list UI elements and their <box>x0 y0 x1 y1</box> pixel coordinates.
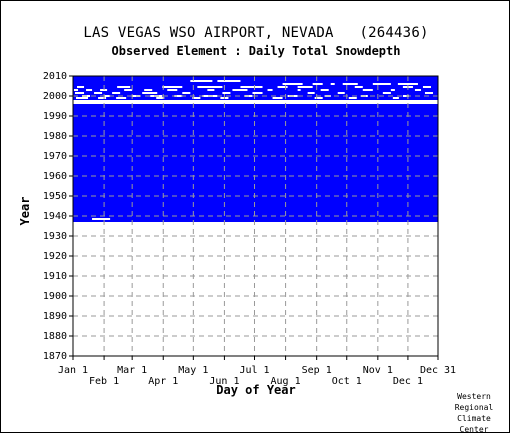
x-tick-label: Dec 1 <box>393 376 423 387</box>
credit-line: Center <box>459 425 489 434</box>
missing-data-segment <box>75 92 85 94</box>
x-tick-label: Oct 1 <box>332 376 362 387</box>
missing-data-segment <box>382 92 391 94</box>
missing-data-segment <box>372 83 391 85</box>
y-tick-label: 2000 <box>43 91 67 102</box>
credit-line: Regional <box>454 403 494 412</box>
x-tick-label: Sep 1 <box>302 365 332 376</box>
y-tick-label: 1880 <box>43 331 67 342</box>
missing-data-segment <box>142 92 158 94</box>
missing-data-segment <box>277 86 288 88</box>
missing-data-segment <box>124 89 133 91</box>
y-tick-label: 1890 <box>43 311 67 322</box>
y-tick-label: 1960 <box>43 171 67 182</box>
missing-data-segment <box>217 80 241 82</box>
missing-data-segment <box>76 97 89 99</box>
missing-data-segment <box>320 89 329 91</box>
x-tick-label: Aug 1 <box>271 376 301 387</box>
y-tick-label: 1900 <box>43 291 67 302</box>
missing-data-segment <box>182 92 191 94</box>
missing-data-segment <box>252 92 263 94</box>
y-tick-label: 1980 <box>43 131 67 142</box>
missing-data-segment <box>144 89 153 91</box>
missing-data-gap <box>92 218 111 220</box>
missing-data-segment <box>100 89 108 91</box>
missing-data-segment <box>190 80 213 82</box>
missing-data-segment <box>74 89 79 91</box>
missing-data-segment <box>422 86 431 88</box>
missing-data-segment <box>267 89 273 91</box>
chart-subtitle: Observed Element : Daily Total Snowdepth <box>111 44 401 58</box>
y-axis-label: Year <box>18 196 32 226</box>
missing-data-segment <box>112 92 121 94</box>
missing-data-segment <box>297 86 313 88</box>
missing-data-segment <box>424 92 433 94</box>
missing-data-segment <box>354 86 363 88</box>
y-tick-label: 1990 <box>43 111 67 122</box>
missing-data-segment <box>342 83 358 85</box>
missing-data-segment <box>297 89 301 91</box>
missing-data-segment <box>86 89 93 91</box>
missing-data-segment <box>192 97 201 99</box>
missing-data-segment <box>167 89 178 91</box>
missing-data-segment <box>362 89 373 91</box>
credit-block: Western Regional Climate Center <box>447 391 501 435</box>
missing-data-segment <box>312 83 323 85</box>
missing-data-segment <box>77 86 85 88</box>
credit-line: Western <box>457 392 491 401</box>
missing-data-segment <box>94 92 103 94</box>
y-tick-label: 1870 <box>43 351 67 362</box>
missing-data-segment <box>330 83 335 85</box>
missing-data-segment <box>156 97 165 99</box>
y-tick-label: 1940 <box>43 211 67 222</box>
x-tick-label: Jan 1 <box>58 365 88 376</box>
missing-data-segment <box>162 86 183 88</box>
y-tick-label: 1910 <box>43 271 67 282</box>
missing-data-segment <box>397 83 418 85</box>
x-tick-label: Jul 1 <box>239 365 269 376</box>
missing-data-gap <box>73 100 438 104</box>
y-tick-label: 1970 <box>43 151 67 162</box>
x-tick-label: Dec 31 <box>420 365 456 376</box>
missing-data-segment <box>402 95 409 97</box>
y-tick-label: 1920 <box>43 251 67 262</box>
missing-data-segment <box>240 86 263 88</box>
x-tick-label: Jun 1 <box>209 376 239 387</box>
missing-data-segment <box>232 89 248 91</box>
missing-data-segment <box>337 92 345 94</box>
missing-data-segment <box>314 97 323 99</box>
missing-data-segment <box>272 97 283 99</box>
missing-data-segment <box>207 89 215 91</box>
missing-data-segment <box>307 92 315 94</box>
missing-data-segment <box>174 95 183 97</box>
missing-data-segment <box>98 97 107 99</box>
y-tick-label: 1950 <box>43 191 67 202</box>
x-tick-label: Nov 1 <box>363 365 393 376</box>
missing-data-segment <box>414 89 421 91</box>
missing-data-segment <box>104 95 111 97</box>
chart-title: LAS VEGAS WSO AIRPORT, NEVADA (264436) <box>83 25 429 41</box>
x-tick-label: Apr 1 <box>148 376 178 387</box>
missing-data-segment <box>390 89 395 91</box>
credit-line: Climate <box>457 414 491 423</box>
missing-data-segment <box>282 83 303 85</box>
missing-data-segment <box>117 86 131 88</box>
x-tick-label: Mar 1 <box>117 365 147 376</box>
x-axis-label: Day of Year <box>216 383 296 397</box>
x-tick-label: Feb 1 <box>89 376 119 387</box>
y-tick-label: 1930 <box>43 231 67 242</box>
missing-data-segment <box>348 97 357 99</box>
x-tick-label: May 1 <box>178 365 208 376</box>
missing-data-segment <box>116 97 127 99</box>
observed-region <box>73 76 438 222</box>
missing-data-segment <box>222 92 231 94</box>
missing-data-segment <box>197 86 223 88</box>
missing-data-segment <box>392 97 399 99</box>
y-tick-label: 2010 <box>43 71 67 82</box>
